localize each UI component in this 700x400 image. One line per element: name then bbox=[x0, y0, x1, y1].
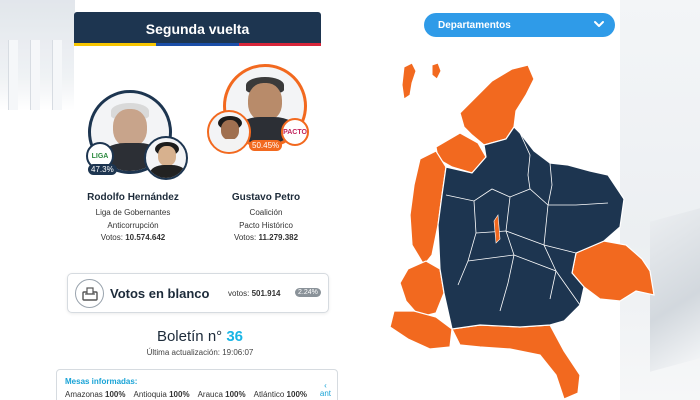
map-region-valle-cauca[interactable] bbox=[399, 260, 445, 318]
map-region-san-andres[interactable] bbox=[401, 62, 417, 100]
department-dropdown[interactable]: Departamentos bbox=[424, 13, 615, 37]
candidate-name: Rodolfo Hernández bbox=[87, 192, 179, 203]
section-header: Segunda vuelta bbox=[74, 12, 321, 46]
candidate-party-line2: Anticorrupción bbox=[107, 221, 159, 230]
chevron-down-icon bbox=[594, 21, 604, 27]
vice-candidate-photo bbox=[144, 136, 188, 180]
list-item: Atlántico 100% bbox=[253, 390, 308, 399]
ballot-box-icon bbox=[75, 279, 104, 308]
list-item: Amazonas 100% bbox=[65, 390, 126, 399]
list-item: Arauca 100% bbox=[197, 390, 246, 399]
candidate-votes: Votos: 10.574.642 bbox=[100, 233, 166, 242]
candidate-votes: Votos: 11.279.382 bbox=[233, 233, 299, 242]
candidate-party-line2: Pacto Histórico bbox=[239, 221, 293, 230]
list-item: Antioquia 100% bbox=[133, 390, 190, 399]
map-region-caribbean-north[interactable] bbox=[459, 64, 535, 146]
map-region-amazonas[interactable] bbox=[451, 324, 581, 400]
chevron-left-icon: ‹ bbox=[324, 381, 327, 390]
mesas-row: Amazonas 100% Antioquia 100% Arauca 100%… bbox=[65, 390, 307, 399]
last-updated: Última actualización: 19:06:07 bbox=[146, 348, 254, 357]
map-region-bogota[interactable] bbox=[493, 214, 501, 244]
background-building bbox=[0, 0, 75, 110]
dropdown-label: Departamentos bbox=[438, 19, 511, 31]
map-region-interior[interactable] bbox=[437, 126, 625, 330]
vice-candidate-photo bbox=[207, 110, 251, 154]
map-region-providencia[interactable] bbox=[431, 62, 442, 80]
blank-votes-card[interactable]: Votos en blanco votos: 501.914 2.24% bbox=[67, 273, 329, 313]
candidate-party: Coalición bbox=[249, 208, 283, 217]
mesas-informadas-panel: Mesas informadas: Amazonas 100% Antioqui… bbox=[56, 369, 338, 400]
map-region-choco[interactable] bbox=[409, 150, 447, 267]
blank-votes-label: Votos en blanco bbox=[110, 286, 210, 301]
prev-button[interactable]: ‹ ant bbox=[319, 381, 331, 398]
map-region-narino[interactable] bbox=[389, 310, 453, 350]
candidates-panel: LIGA 47.3% Rodolfo Hernández Liga de Gob… bbox=[74, 46, 321, 246]
bulletin-title: Boletín n° 36 bbox=[156, 328, 244, 345]
flag-stripe bbox=[74, 43, 321, 46]
section-title: Segunda vuelta bbox=[145, 21, 250, 37]
mesas-title: Mesas informadas: bbox=[65, 377, 138, 386]
percent-badge: 50.45% bbox=[249, 140, 283, 151]
candidate-name: Gustavo Petro bbox=[231, 192, 301, 203]
party-logo: PACTO bbox=[281, 118, 309, 146]
percent-badge: 47.3% bbox=[88, 164, 117, 175]
colombia-map[interactable] bbox=[380, 55, 670, 400]
candidate-party: Liga de Gobernantes bbox=[95, 208, 171, 217]
blank-votes-percent: 2.24% bbox=[295, 288, 321, 297]
blank-votes-count: votos: 501.914 bbox=[228, 289, 281, 298]
